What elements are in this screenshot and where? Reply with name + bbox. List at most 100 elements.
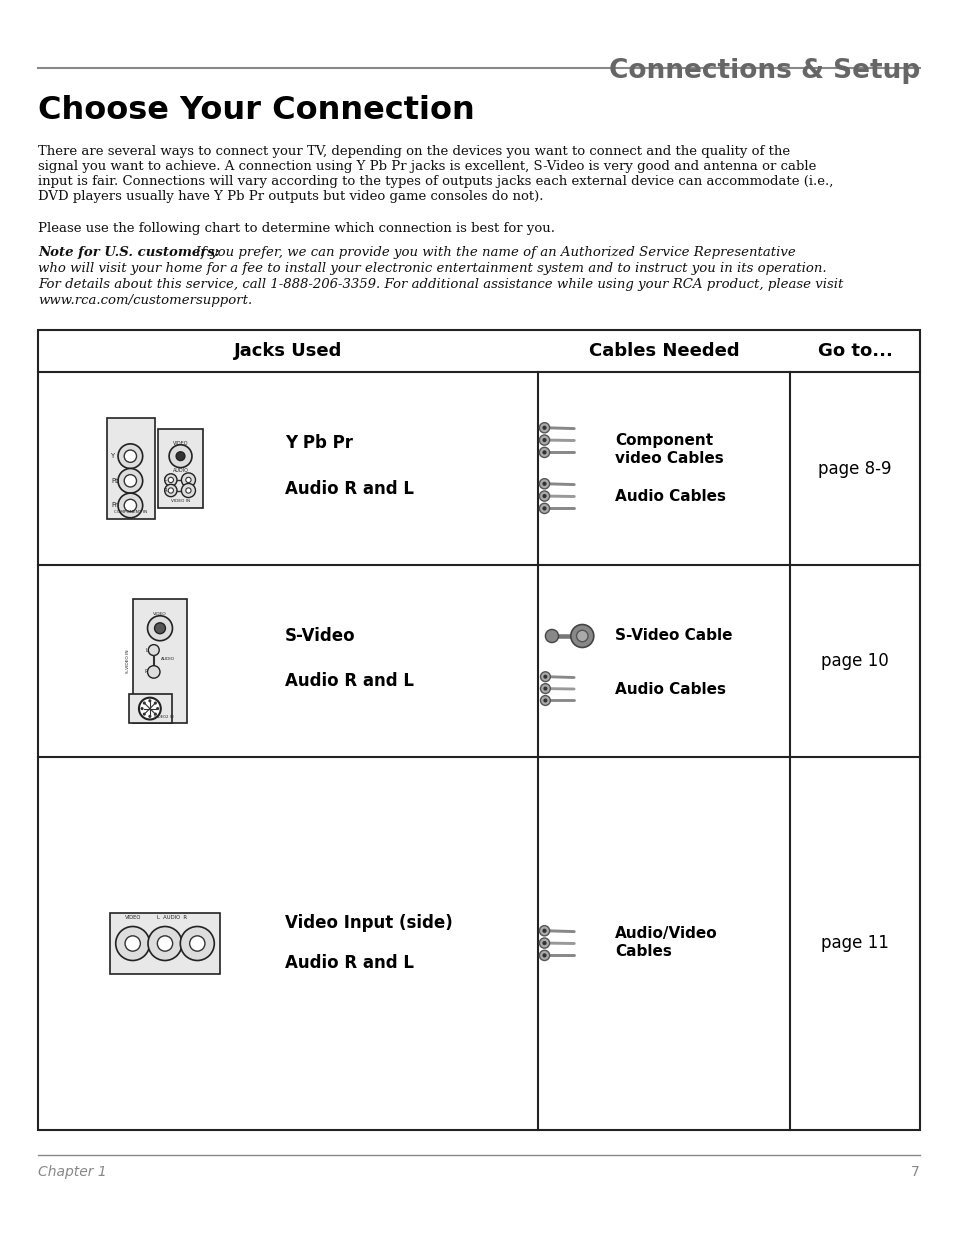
Circle shape: [115, 926, 150, 961]
Circle shape: [540, 695, 550, 705]
Circle shape: [542, 426, 546, 430]
Text: L: L: [164, 478, 167, 483]
Circle shape: [165, 474, 177, 487]
Text: AUDIO: AUDIO: [161, 657, 174, 662]
Text: page 10: page 10: [821, 652, 888, 671]
Text: VIDEO: VIDEO: [153, 613, 167, 616]
Circle shape: [538, 504, 549, 514]
Circle shape: [154, 622, 165, 634]
Bar: [129, 694, 172, 724]
Text: R: R: [164, 488, 168, 493]
Text: Chapter 1: Chapter 1: [38, 1165, 107, 1179]
Circle shape: [538, 926, 549, 936]
Circle shape: [543, 674, 547, 679]
Circle shape: [542, 941, 546, 945]
Circle shape: [168, 488, 173, 493]
Circle shape: [118, 468, 143, 493]
Bar: [110, 913, 220, 974]
Text: Choose Your Connection: Choose Your Connection: [38, 95, 475, 126]
Text: For details about this service, call 1-888-206-3359. For additional assistance w: For details about this service, call 1-8…: [38, 278, 842, 291]
Circle shape: [143, 713, 146, 715]
Circle shape: [542, 451, 546, 454]
Circle shape: [570, 625, 593, 647]
Circle shape: [538, 435, 549, 445]
Bar: [157, 429, 203, 508]
Circle shape: [538, 479, 549, 489]
Text: L  AUDIO  R: L AUDIO R: [156, 915, 187, 920]
Text: If you prefer, we can provide you with the name of an Authorized Service Represe: If you prefer, we can provide you with t…: [183, 246, 795, 259]
Circle shape: [148, 645, 159, 656]
Text: Jacks Used: Jacks Used: [233, 342, 342, 359]
Text: Video Input (side): Video Input (side): [285, 914, 453, 932]
Circle shape: [186, 488, 191, 493]
Text: Audio R and L: Audio R and L: [285, 955, 414, 972]
Text: Connections & Setup: Connections & Setup: [608, 58, 919, 84]
Text: VIDEO2 IN: VIDEO2 IN: [154, 715, 173, 719]
Circle shape: [543, 687, 547, 690]
Text: who will visit your home for a fee to install your electronic entertainment syst: who will visit your home for a fee to in…: [38, 262, 825, 275]
Text: Audio/Video: Audio/Video: [615, 926, 717, 941]
Text: Pb: Pb: [111, 478, 119, 484]
Circle shape: [190, 936, 205, 951]
Text: S-VIDEO IN: S-VIDEO IN: [126, 650, 131, 673]
Circle shape: [540, 672, 550, 682]
Circle shape: [538, 447, 549, 457]
Circle shape: [542, 506, 546, 510]
Text: Audio R and L: Audio R and L: [285, 479, 414, 498]
Circle shape: [156, 706, 159, 710]
Circle shape: [148, 616, 172, 641]
Circle shape: [180, 926, 214, 961]
Text: VIDEO IN: VIDEO IN: [171, 499, 190, 503]
Bar: [107, 417, 154, 519]
Circle shape: [538, 937, 549, 948]
Circle shape: [186, 477, 191, 483]
Circle shape: [538, 422, 549, 432]
Circle shape: [157, 936, 172, 951]
Text: Note for U.S. customers:: Note for U.S. customers:: [38, 246, 219, 259]
Text: VIDEO: VIDEO: [172, 441, 188, 446]
Text: Pr: Pr: [111, 503, 117, 509]
Circle shape: [153, 713, 157, 715]
Text: page 11: page 11: [821, 935, 888, 952]
Text: Cables: Cables: [615, 944, 671, 960]
Circle shape: [538, 492, 549, 501]
Text: 7: 7: [910, 1165, 919, 1179]
Text: Go to...: Go to...: [817, 342, 891, 359]
Text: Please use the following chart to determine which connection is best for you.: Please use the following chart to determ…: [38, 222, 555, 235]
Circle shape: [148, 666, 160, 678]
Circle shape: [118, 493, 143, 517]
Circle shape: [181, 473, 195, 487]
Circle shape: [118, 443, 143, 468]
Circle shape: [542, 438, 546, 442]
Circle shape: [169, 445, 192, 468]
Circle shape: [143, 701, 146, 705]
Circle shape: [545, 630, 558, 642]
Circle shape: [148, 699, 152, 703]
Circle shape: [576, 630, 587, 642]
Circle shape: [543, 699, 547, 703]
Text: page 8-9: page 8-9: [818, 459, 891, 478]
Circle shape: [140, 706, 144, 710]
Circle shape: [176, 452, 185, 461]
Circle shape: [124, 499, 136, 511]
Text: L: L: [146, 647, 148, 652]
Text: There are several ways to connect your TV, depending on the devices you want to : There are several ways to connect your T…: [38, 144, 833, 203]
Bar: [38, 330, 919, 1130]
Circle shape: [168, 477, 173, 483]
Text: Y Pb Pr: Y Pb Pr: [285, 435, 353, 452]
Circle shape: [542, 929, 546, 932]
Circle shape: [538, 950, 549, 961]
Text: S-Video Cable: S-Video Cable: [615, 629, 732, 643]
Circle shape: [153, 701, 157, 705]
Text: Audio R and L: Audio R and L: [285, 672, 414, 690]
Text: video Cables: video Cables: [615, 451, 723, 466]
Text: VIDEO: VIDEO: [125, 915, 141, 920]
Bar: [132, 599, 187, 724]
Circle shape: [540, 684, 550, 694]
Circle shape: [165, 484, 177, 496]
Text: R: R: [145, 669, 148, 674]
Circle shape: [125, 936, 140, 951]
Text: Y: Y: [111, 453, 115, 459]
Circle shape: [542, 953, 546, 957]
Text: Audio Cables: Audio Cables: [615, 489, 725, 504]
